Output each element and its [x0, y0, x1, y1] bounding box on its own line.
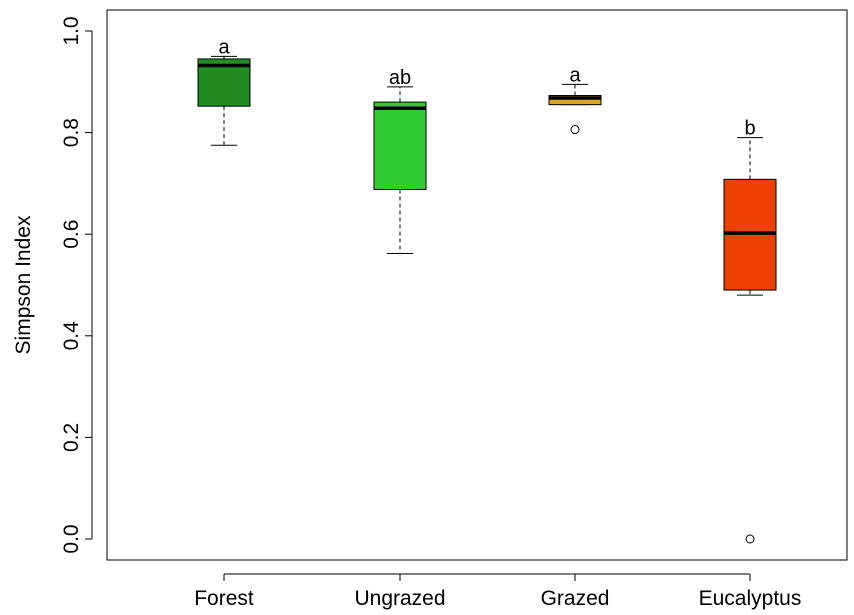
y-tick-label: 0.6 [60, 220, 83, 249]
outlier-point [745, 534, 755, 544]
box-body [373, 101, 427, 190]
y-axis-ticks: 0.0 0.2 0.4 0.6 0.8 1.0 [60, 16, 92, 554]
y-axis-title: Simpson Index [12, 215, 35, 354]
y-tick-label: 0.8 [60, 118, 83, 147]
box-forest: a [197, 36, 251, 146]
x-axis-ticks: Forest Ungrazed Grazed Eucalyptus [194, 574, 801, 610]
y-tick-label: 0.2 [60, 423, 83, 452]
significance-letter: ab [389, 67, 411, 89]
significance-letter: a [218, 36, 230, 58]
x-category-label: Grazed [541, 587, 610, 610]
box-body [548, 95, 602, 106]
significance-letter: a [569, 64, 581, 86]
outlier-point [570, 125, 580, 135]
box-eucalyptus: b [723, 118, 777, 544]
box-series: aab ab [197, 36, 777, 544]
box-ungrazed: ab [373, 67, 427, 255]
plot-frame [106, 9, 848, 561]
significance-letter: b [744, 118, 755, 140]
box-grazed: a [548, 64, 602, 135]
y-tick-label: 1.0 [60, 16, 83, 45]
x-category-label: Eucalyptus [699, 587, 802, 610]
x-category-label: Forest [194, 587, 254, 610]
y-tick-label: 0.0 [60, 524, 83, 553]
y-tick-label: 0.4 [60, 321, 83, 351]
x-category-label: Ungrazed [354, 587, 445, 610]
